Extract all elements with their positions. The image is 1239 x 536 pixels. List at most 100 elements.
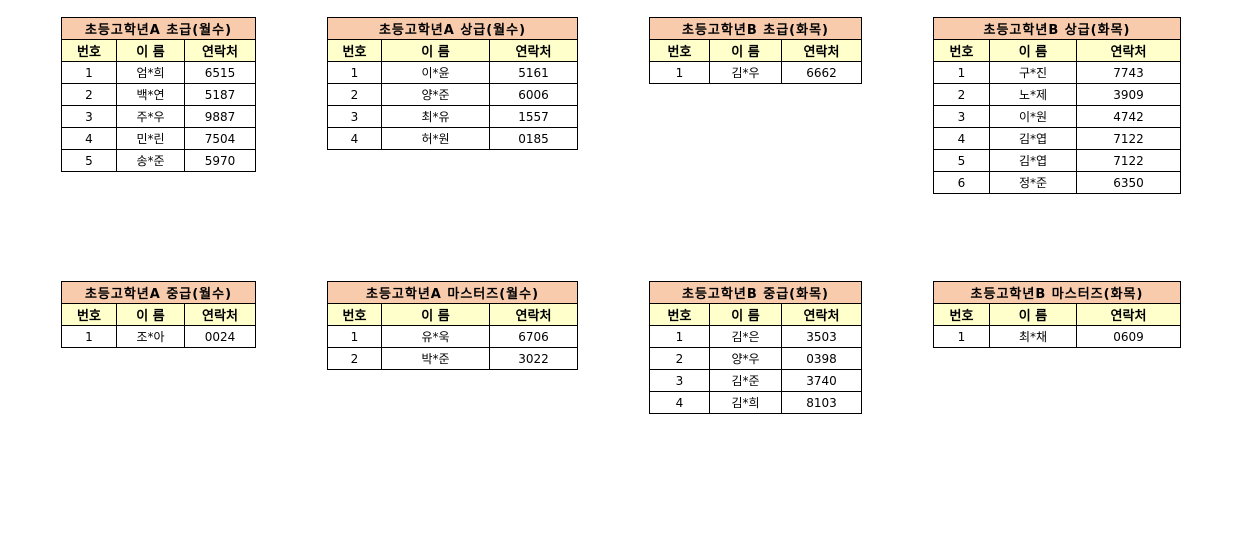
table-cell[interactable]: 양*준 [381, 83, 490, 106]
table-cell[interactable]: 0185 [489, 127, 578, 150]
table-cell[interactable]: 양*우 [709, 347, 782, 370]
table-cell[interactable]: 송*준 [116, 149, 185, 172]
table-cell[interactable]: 엄*희 [116, 61, 185, 84]
table-cell[interactable]: 최*유 [381, 105, 490, 128]
table-cell[interactable]: 백*연 [116, 83, 185, 106]
table-cell[interactable]: 7122 [1076, 127, 1181, 150]
table-cell[interactable]: 7122 [1076, 149, 1181, 172]
table-cell[interactable]: 3 [933, 105, 990, 128]
column-header[interactable]: 번호 [327, 39, 382, 62]
table-title[interactable]: 초등고학년B 마스터즈(화목) [933, 281, 1181, 304]
column-header[interactable]: 번호 [327, 303, 382, 326]
table-cell[interactable]: 2 [61, 83, 117, 106]
table-cell[interactable]: 4 [327, 127, 382, 150]
table-cell[interactable]: 9887 [184, 105, 256, 128]
column-header[interactable]: 번호 [61, 303, 117, 326]
table-cell[interactable]: 7743 [1076, 61, 1181, 84]
column-header[interactable]: 이 름 [381, 39, 490, 62]
column-header[interactable]: 이 름 [989, 303, 1077, 326]
table-cell[interactable]: 4 [649, 391, 710, 414]
column-header[interactable]: 연락처 [184, 303, 256, 326]
table-cell[interactable]: 허*원 [381, 127, 490, 150]
table-cell[interactable]: 8103 [781, 391, 862, 414]
table-cell[interactable]: 4742 [1076, 105, 1181, 128]
table-title[interactable]: 초등고학년B 상급(화목) [933, 17, 1181, 40]
table-cell[interactable]: 김*엽 [989, 149, 1077, 172]
table-cell[interactable]: 0609 [1076, 325, 1181, 348]
table-cell[interactable]: 5187 [184, 83, 256, 106]
table-cell[interactable]: 3503 [781, 325, 862, 348]
table-cell[interactable]: 3 [649, 369, 710, 392]
table-cell[interactable]: 민*린 [116, 127, 185, 150]
table-cell[interactable]: 0398 [781, 347, 862, 370]
table-title[interactable]: 초등고학년B 중급(화목) [649, 281, 862, 304]
column-header[interactable]: 이 름 [709, 39, 782, 62]
table-cell[interactable]: 1557 [489, 105, 578, 128]
table-cell[interactable]: 0024 [184, 325, 256, 348]
table-cell[interactable]: 박*준 [381, 347, 490, 370]
table-cell[interactable]: 3740 [781, 369, 862, 392]
table-cell[interactable]: 5161 [489, 61, 578, 84]
table-title[interactable]: 초등고학년B 초급(화목) [649, 17, 862, 40]
table-cell[interactable]: 조*아 [116, 325, 185, 348]
table-cell[interactable]: 1 [649, 61, 710, 84]
table-title[interactable]: 초등고학년A 상급(월수) [327, 17, 578, 40]
table-cell[interactable]: 1 [933, 325, 990, 348]
table-cell[interactable]: 2 [933, 83, 990, 106]
table-cell[interactable]: 2 [649, 347, 710, 370]
table-cell[interactable]: 구*진 [989, 61, 1077, 84]
column-header[interactable]: 연락처 [184, 39, 256, 62]
table-cell[interactable]: 3022 [489, 347, 578, 370]
table-cell[interactable]: 최*채 [989, 325, 1077, 348]
table-cell[interactable]: 2 [327, 83, 382, 106]
table-cell[interactable]: 이*윤 [381, 61, 490, 84]
column-header[interactable]: 번호 [933, 303, 990, 326]
column-header[interactable]: 번호 [61, 39, 117, 62]
table-cell[interactable]: 유*욱 [381, 325, 490, 348]
table-cell[interactable]: 4 [933, 127, 990, 150]
table-cell[interactable]: 3 [61, 105, 117, 128]
column-header[interactable]: 연락처 [1076, 303, 1181, 326]
table-cell[interactable]: 주*우 [116, 105, 185, 128]
table-title[interactable]: 초등고학년A 초급(월수) [61, 17, 256, 40]
table-cell[interactable]: 1 [327, 61, 382, 84]
table-cell[interactable]: 5 [61, 149, 117, 172]
column-header[interactable]: 연락처 [781, 39, 862, 62]
column-header[interactable]: 연락처 [489, 39, 578, 62]
table-cell[interactable]: 6006 [489, 83, 578, 106]
table-cell[interactable]: 김*우 [709, 61, 782, 84]
table-cell[interactable]: 5970 [184, 149, 256, 172]
table-cell[interactable]: 1 [327, 325, 382, 348]
table-cell[interactable]: 3 [327, 105, 382, 128]
table-cell[interactable]: 6350 [1076, 171, 1181, 194]
table-cell[interactable]: 1 [933, 61, 990, 84]
table-cell[interactable]: 4 [61, 127, 117, 150]
table-cell[interactable]: 6515 [184, 61, 256, 84]
column-header[interactable]: 연락처 [781, 303, 862, 326]
table-title[interactable]: 초등고학년A 마스터즈(월수) [327, 281, 578, 304]
column-header[interactable]: 번호 [649, 303, 710, 326]
table-cell[interactable]: 3909 [1076, 83, 1181, 106]
table-cell[interactable]: 정*준 [989, 171, 1077, 194]
column-header[interactable]: 이 름 [116, 303, 185, 326]
table-cell[interactable]: 6 [933, 171, 990, 194]
column-header[interactable]: 이 름 [709, 303, 782, 326]
table-cell[interactable]: 6662 [781, 61, 862, 84]
table-cell[interactable]: 김*희 [709, 391, 782, 414]
column-header[interactable]: 연락처 [1076, 39, 1181, 62]
column-header[interactable]: 이 름 [989, 39, 1077, 62]
table-cell[interactable]: 1 [61, 325, 117, 348]
table-cell[interactable]: 2 [327, 347, 382, 370]
column-header[interactable]: 이 름 [381, 303, 490, 326]
column-header[interactable]: 연락처 [489, 303, 578, 326]
column-header[interactable]: 번호 [649, 39, 710, 62]
table-cell[interactable]: 김*엽 [989, 127, 1077, 150]
table-cell[interactable]: 1 [649, 325, 710, 348]
table-title[interactable]: 초등고학년A 중급(월수) [61, 281, 256, 304]
table-cell[interactable]: 5 [933, 149, 990, 172]
column-header[interactable]: 번호 [933, 39, 990, 62]
table-cell[interactable]: 김*준 [709, 369, 782, 392]
table-cell[interactable]: 노*제 [989, 83, 1077, 106]
table-cell[interactable]: 1 [61, 61, 117, 84]
table-cell[interactable]: 7504 [184, 127, 256, 150]
